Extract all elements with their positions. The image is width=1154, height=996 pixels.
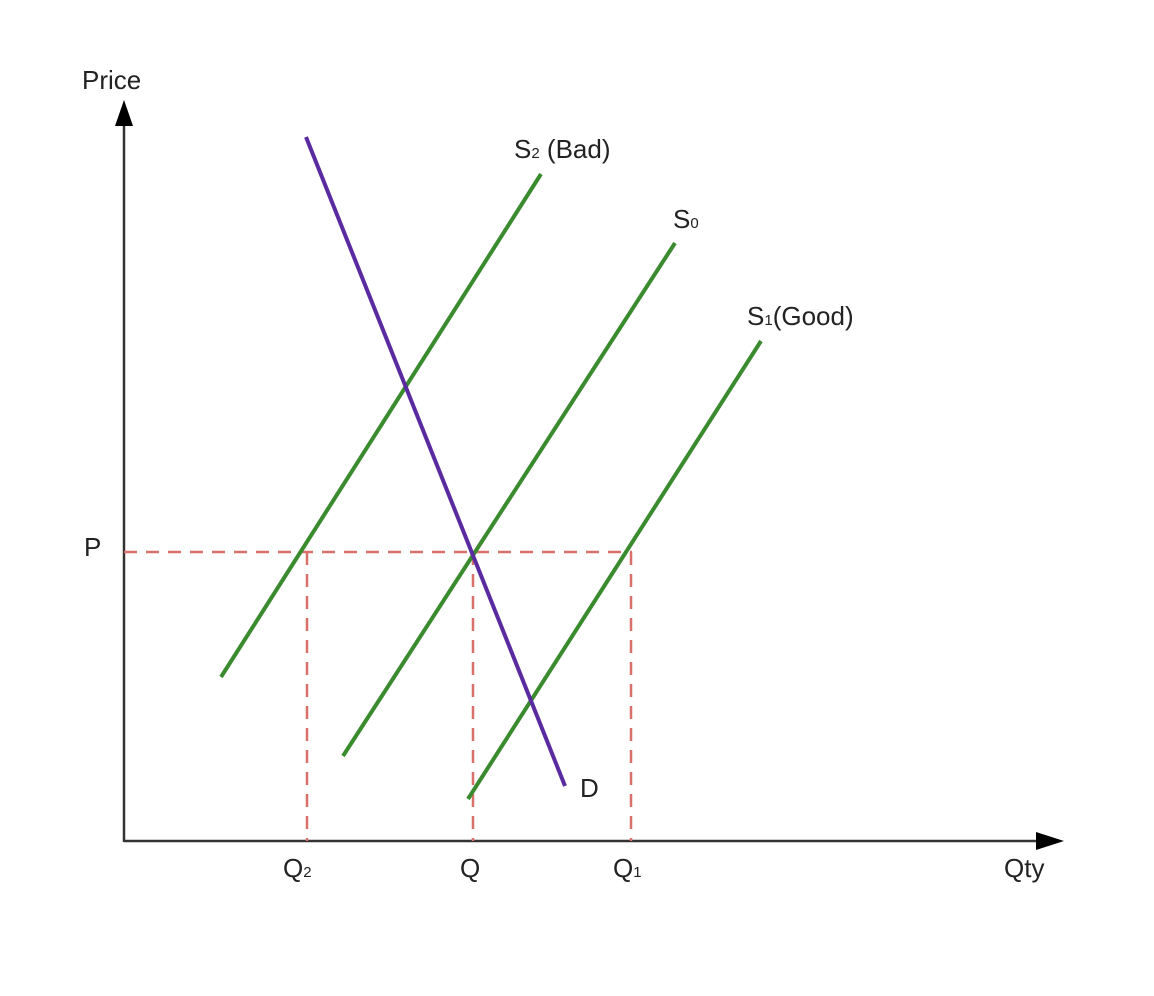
- s1-label: S1(Good): [747, 301, 854, 331]
- y-axis-arrow: [115, 100, 133, 126]
- s0-label: S0: [673, 204, 699, 234]
- s1-suffix: (Good): [773, 301, 854, 331]
- price-label: P: [84, 532, 101, 562]
- q1-subscript: 1: [633, 864, 641, 881]
- supply-curve-s1: [466, 339, 763, 801]
- guide-lines: [124, 550, 633, 841]
- s2-suffix: (Bad): [540, 134, 611, 164]
- x-axis-arrow: [1036, 832, 1064, 850]
- supply-curve-s2: [219, 172, 543, 679]
- y-axis-label: Price: [82, 65, 141, 95]
- s2-label: S2 (Bad): [514, 134, 611, 164]
- x-axis-label: Qty: [1004, 853, 1044, 883]
- s2-subscript: 2: [531, 145, 539, 162]
- q-label: Q: [460, 853, 480, 883]
- demand-curve: [304, 136, 567, 787]
- s0-subscript: 0: [690, 215, 698, 232]
- q2-label: Q2: [283, 853, 312, 883]
- s1-subscript: 1: [764, 312, 772, 329]
- demand-label: D: [580, 773, 599, 803]
- q1-label: Q1: [613, 853, 642, 883]
- supply-curve-s0: [341, 241, 677, 758]
- q2-subscript: 2: [303, 864, 311, 881]
